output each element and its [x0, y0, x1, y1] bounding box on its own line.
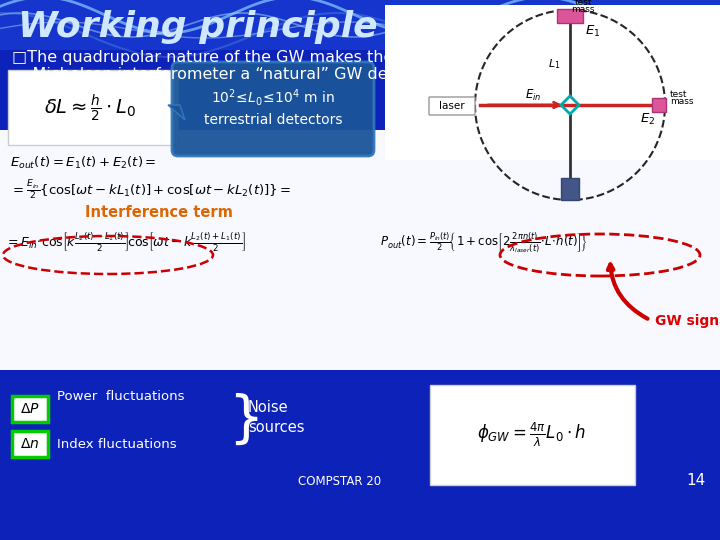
Text: $E_1$: $E_1$	[585, 24, 600, 39]
Bar	[430, 385, 635, 485]
Text: $E_2$: $E_2$	[640, 112, 655, 127]
Text: Index fluctuations: Index fluctuations	[57, 437, 176, 450]
Bar	[12, 396, 48, 422]
Bar	[0, 82, 720, 130]
Text: laser: laser	[439, 101, 465, 111]
Text: $E_{in}$: $E_{in}$	[525, 88, 541, 103]
Text: $E_{out}(t)= E_1(t)+ E_2(t)=$: $E_{out}(t)= E_1(t)+ E_2(t)=$	[10, 155, 156, 171]
Text: $10^2\!\leq\!L_0\!\leq\!10^4$ m in: $10^2\!\leq\!L_0\!\leq\!10^4$ m in	[211, 86, 335, 107]
Text: $\Delta P$: $\Delta P$	[20, 402, 40, 416]
Bar	[0, 0, 720, 140]
Text: }: }	[228, 393, 264, 447]
Text: Interference term: Interference term	[85, 205, 233, 220]
Text: $\delta L \approx \frac{h}{2} \cdot L_0$: $\delta L \approx \frac{h}{2} \cdot L_0$	[44, 92, 136, 124]
Bar	[0, 69, 720, 110]
Text: GW signal: GW signal	[655, 314, 720, 328]
Text: Power  fluctuations: Power fluctuations	[57, 390, 184, 403]
Bar	[0, 130, 720, 370]
Text: sources: sources	[248, 421, 305, 435]
Text: Michelson interferometer a “natural” GW detector: Michelson interferometer a “natural” GW …	[12, 67, 436, 82]
Text: mass: mass	[670, 97, 693, 106]
Bar	[0, 0, 720, 50]
FancyBboxPatch shape	[429, 97, 475, 115]
Text: $\phi_{GW} = \frac{4\pi}{\lambda} L_0 \cdot h$: $\phi_{GW} = \frac{4\pi}{\lambda} L_0 \c…	[477, 421, 587, 449]
Bar	[557, 9, 583, 23]
Bar	[0, 370, 720, 540]
Text: $\Delta n$: $\Delta n$	[20, 437, 40, 451]
Text: terrestrial detectors: terrestrial detectors	[204, 113, 342, 127]
Text: COMPSTAR 20: COMPSTAR 20	[298, 475, 381, 488]
Bar	[385, 5, 720, 160]
Text: $= \frac{E_{in}}{2}\left\{\cos\!\left[\omega t - kL_1(t)\right]+\cos\!\left[\ome: $= \frac{E_{in}}{2}\left\{\cos\!\left[\o…	[10, 178, 292, 201]
Polygon shape	[168, 105, 185, 120]
Bar	[561, 178, 579, 200]
Text: $L_1$: $L_1$	[548, 57, 560, 71]
FancyBboxPatch shape	[172, 62, 374, 156]
Text: mass: mass	[571, 5, 595, 14]
Text: test: test	[575, 0, 592, 7]
Bar	[8, 70, 178, 145]
Text: Working principle: Working principle	[18, 10, 377, 44]
Bar	[0, 75, 720, 120]
Bar	[12, 431, 48, 457]
Text: $P_{out}(t)=\frac{P_{in}(t)}{2}\!\left\{1+\cos\!\left[2\frac{2\pi n(t)}{\lambda_: $P_{out}(t)=\frac{P_{in}(t)}{2}\!\left\{…	[380, 230, 588, 255]
Text: 14: 14	[687, 473, 706, 488]
Text: □The quadrupolar nature of the GW makes the: □The quadrupolar nature of the GW makes …	[12, 50, 393, 65]
Text: test: test	[670, 90, 688, 99]
Text: Noise: Noise	[248, 401, 289, 415]
Text: $=E_{in}\!\cdot\!\cos\!\left[k\frac{L_2(t)-L_1(t)}{2}\right]\!\cos\!\left[\omega: $=E_{in}\!\cdot\!\cos\!\left[k\frac{L_2(…	[5, 230, 246, 253]
Bar	[652, 98, 666, 112]
